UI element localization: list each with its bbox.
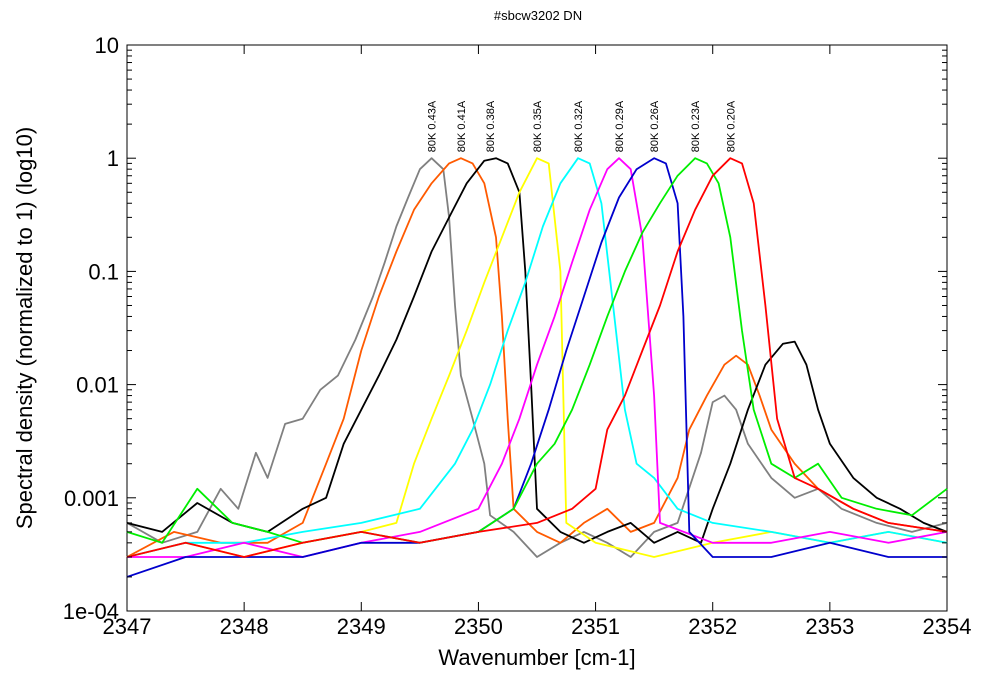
x-tick-label: 2347 — [103, 614, 152, 639]
series-label: 80K 0.26A — [649, 100, 661, 152]
series-line — [126, 157, 948, 558]
series-line — [126, 157, 948, 544]
y-tick-label: 0.001 — [64, 486, 119, 511]
series-line — [126, 157, 948, 558]
x-tick-label: 2354 — [923, 614, 972, 639]
plot-area: 80K 0.43A 80K 0.41A 80K 0.38A 80K 0.35A 80K … — [126, 44, 948, 612]
x-tick-label: 2349 — [337, 614, 386, 639]
series-line — [126, 157, 947, 578]
x-tick-label: 2351 — [571, 614, 620, 639]
x-tick-label: 2352 — [688, 614, 737, 639]
series-label: 80K 0.32A — [573, 100, 585, 152]
chart-title: #sbcw3202 DN — [494, 8, 582, 23]
x-axis: 2347 2348 2349 2350 2351 2352 2353 2354 — [103, 45, 972, 639]
x-tick-label: 2353 — [805, 614, 854, 639]
series-line — [126, 157, 948, 544]
series-line — [126, 157, 948, 558]
series-label: 80K 0.29A — [614, 100, 626, 152]
x-axis-title: Wavenumber [cm-1] — [438, 645, 635, 670]
x-tick-label: 2348 — [220, 614, 269, 639]
y-tick-label: 0.01 — [76, 373, 119, 398]
series-label-layer: 80K 0.43A 80K 0.41A 80K 0.38A 80K 0.35A 80K … — [427, 100, 738, 152]
y-tick-label: 1 — [107, 146, 119, 171]
y-axis: 1e-04 0.001 0.01 0.1 1 10 — [63, 33, 947, 624]
series-layer — [126, 157, 948, 578]
x-tick-label: 2350 — [454, 614, 503, 639]
y-tick-label: 0.1 — [88, 259, 119, 284]
series-label: 80K 0.38A — [485, 100, 497, 152]
y-tick-label: 10 — [95, 33, 119, 58]
y-tick-label: 1e-04 — [63, 599, 119, 624]
series-label: 80K 0.23A — [690, 100, 702, 152]
series-label: 80K 0.20A — [725, 100, 737, 152]
series-label: 80K 0.35A — [532, 100, 544, 152]
series-label: 80K 0.41A — [456, 100, 468, 152]
y-axis-title: Spectral density (normalized to 1) (log1… — [12, 127, 37, 529]
plot-frame — [126, 44, 948, 612]
series-label: 80K 0.43A — [427, 100, 439, 152]
